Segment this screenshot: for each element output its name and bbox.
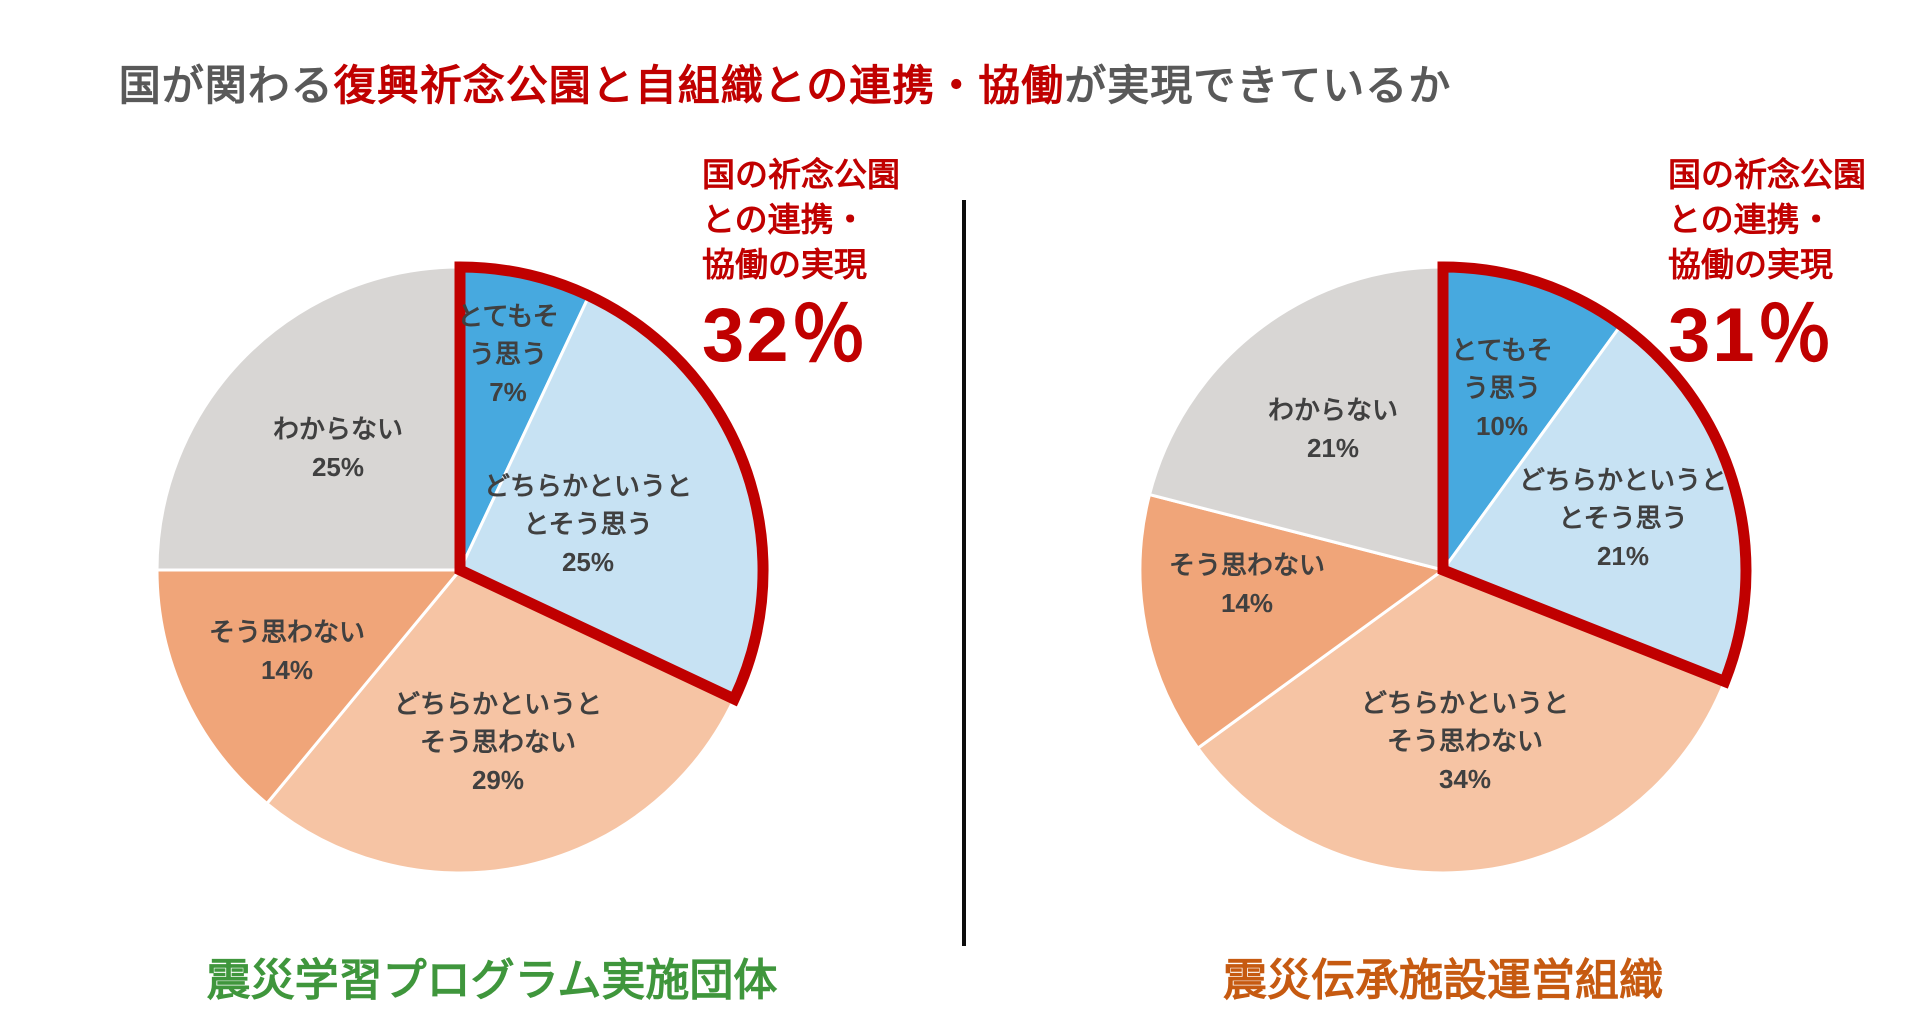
annotation-line: 協働の実現	[1668, 246, 1833, 283]
pie-slice	[1138, 493, 1445, 750]
annotation-line: 協働の実現	[702, 246, 867, 283]
vertical-divider-line	[962, 200, 966, 946]
pie-slice-label: とてもそう思う 10%	[1451, 335, 1552, 441]
pie-slice-label: どちらかというととそう思う 21%	[1519, 465, 1727, 571]
highlight-annotation-right: 国の祈念公園 との連携・ 協働の実現 31％	[1668, 152, 1866, 377]
annotation-line: との連携・	[1668, 201, 1833, 238]
page-title: 国が関わる復興祈念公園と自組織との連携・協働が実現できているか	[0, 52, 1570, 113]
pie-slice	[155, 568, 462, 805]
pie-slice-label: とてもそう思う 7%	[457, 301, 558, 407]
pie-slice-label: わからない 21%	[1268, 395, 1398, 463]
chart-title-right: 震災伝承施設運営組織	[1223, 956, 1663, 1005]
highlight-outline	[454, 261, 769, 707]
chart-title-left: 震災学習プログラム実施団体	[206, 956, 778, 1005]
pie-slice	[1148, 265, 1445, 572]
pie-slice-label: そう思わない 14%	[209, 617, 365, 685]
highlight-percentage-left: 32％	[702, 293, 869, 378]
highlight-annotation-left: 国の祈念公園 との連携・ 協働の実現 32％	[702, 152, 900, 377]
pie-slice-label: どちらかというとそう思わない 34%	[1361, 688, 1569, 794]
title-highlight: 復興祈念公園と自組織との連携・協働	[333, 62, 1065, 109]
annotation-line: 国の祈念公園	[702, 156, 900, 193]
pie-slice-label: どちらかというととそう思う 25%	[484, 471, 692, 577]
pie-slice-label: どちらかというとそう思わない 29%	[394, 689, 602, 795]
pie-slice	[155, 265, 462, 572]
annotation-line: 国の祈念公園	[1668, 156, 1866, 193]
pie-slice	[1196, 568, 1727, 875]
highlight-outline	[1437, 261, 1752, 689]
highlight-percentage-right: 31％	[1668, 293, 1835, 378]
pie-slice-label: そう思わない 14%	[1169, 550, 1325, 618]
title-prefix: 国が関わる	[118, 62, 334, 109]
pie-slice-label: わからない 25%	[273, 414, 403, 482]
title-suffix: が実現できているか	[1064, 62, 1452, 109]
annotation-line: との連携・	[702, 201, 867, 238]
